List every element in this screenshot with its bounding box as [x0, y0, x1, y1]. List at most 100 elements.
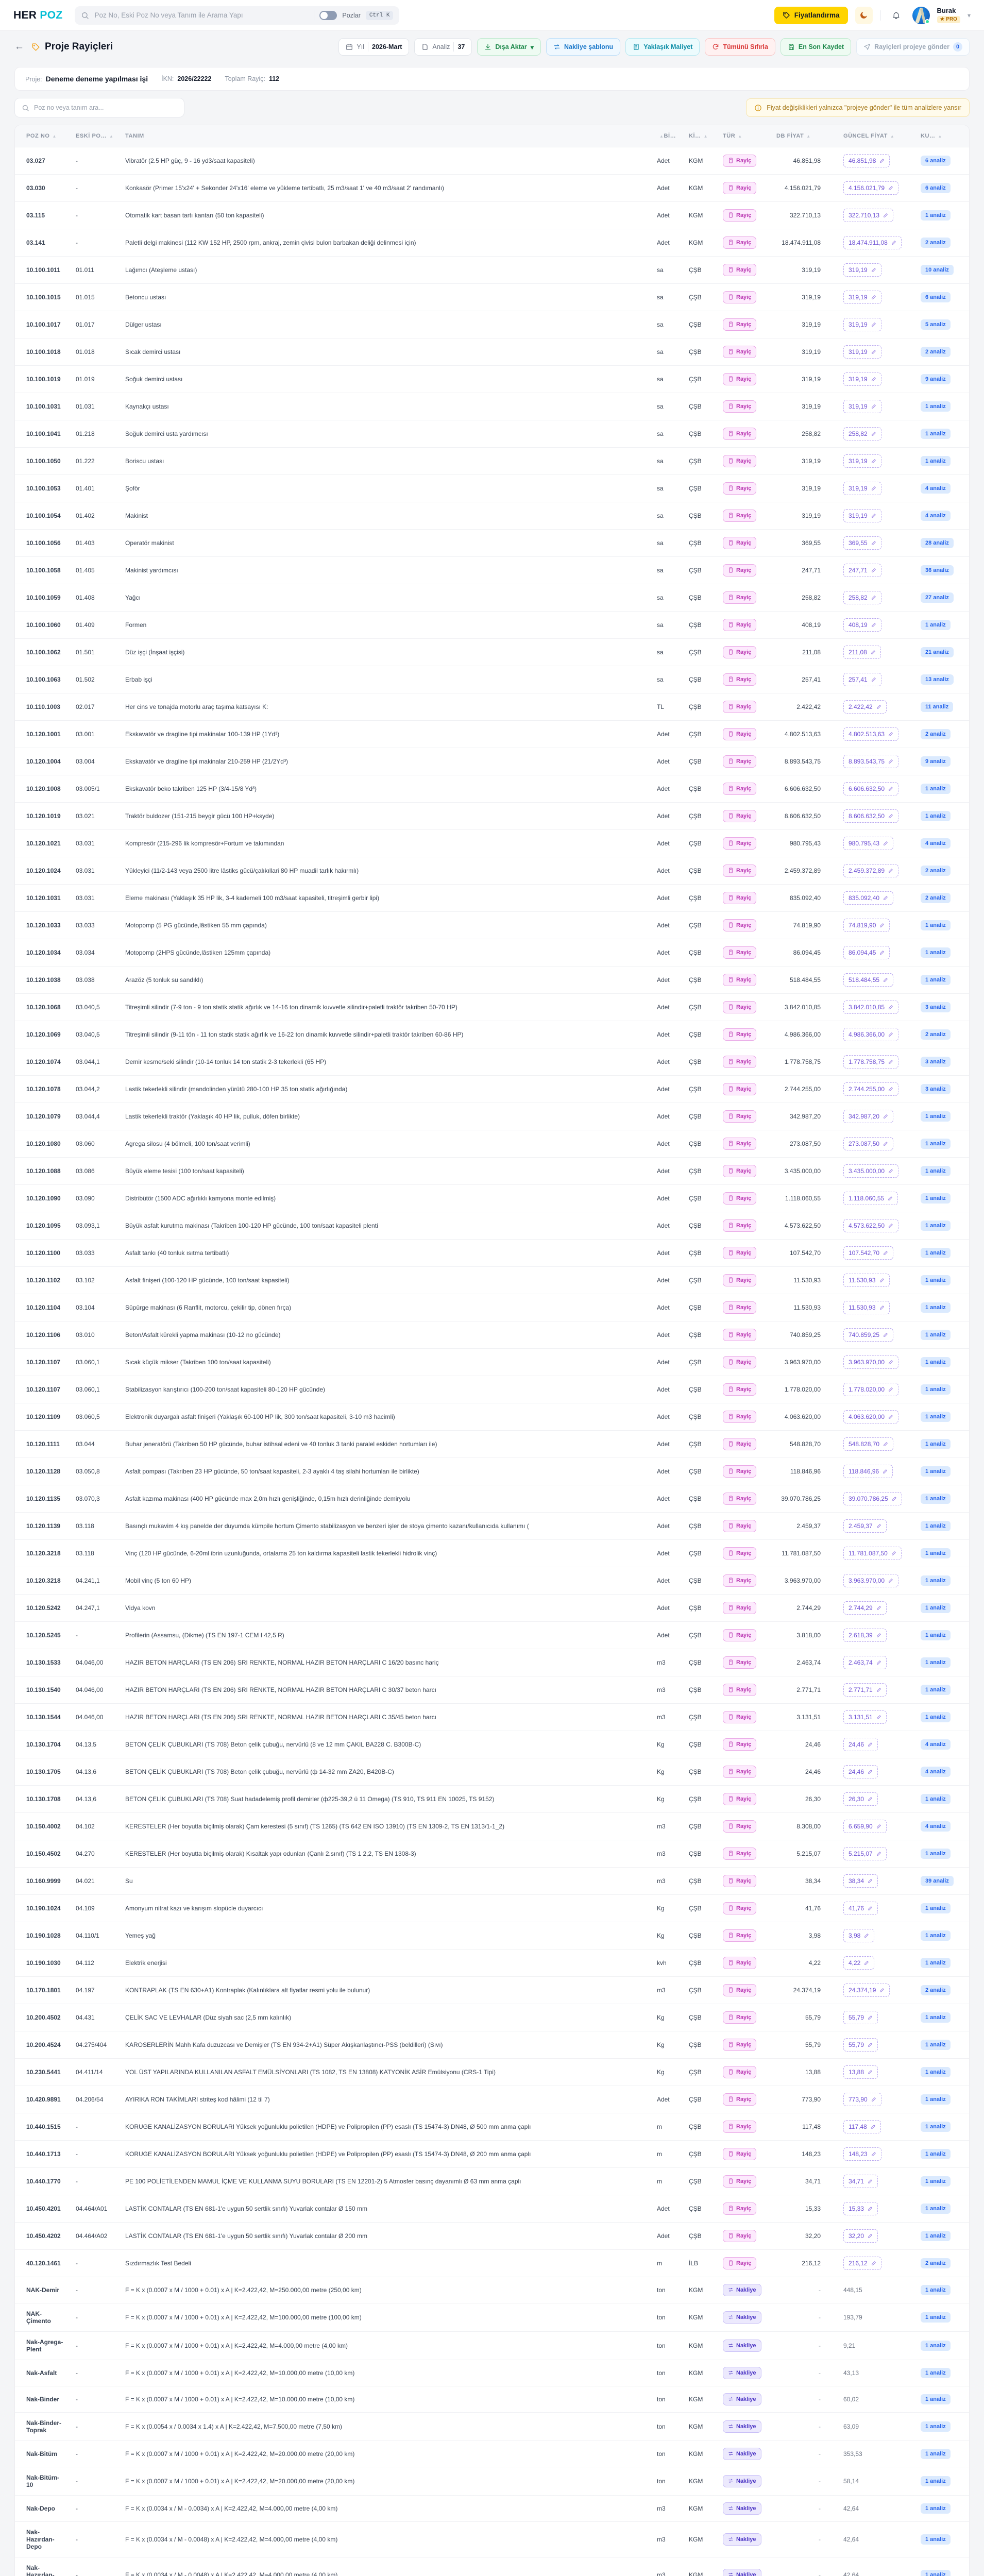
- send-to-project-button[interactable]: Rayiçleri projeye gönder 0: [856, 38, 970, 56]
- cell-poz-no[interactable]: 10.120.1069: [15, 1021, 71, 1048]
- cell-kullanim[interactable]: 1 analiz: [915, 2058, 969, 2086]
- cell-kullanim[interactable]: 1 analiz: [915, 802, 969, 830]
- table-row[interactable]: 10.120.1107 03.060,1 Stabilizasyon karıştı…: [15, 1376, 969, 1403]
- cell-tur[interactable]: Rayiç: [718, 1048, 771, 1076]
- table-row[interactable]: 10.200.4524 04.275/404 KAROSERLERİN Mahh K…: [15, 2031, 969, 2059]
- cell-guncel-fiyat[interactable]: 118.846,96: [838, 1458, 915, 1485]
- cell-kullanim[interactable]: 1 analiz: [915, 1157, 969, 1185]
- analiz-count-badge[interactable]: 2 analiz: [921, 1029, 951, 1040]
- cell-poz-no[interactable]: 10.100.1041: [15, 420, 71, 448]
- table-row[interactable]: 10.190.1028 04.110/1 Yemeş yağ Kg ÇŞB Rayiç 3,…: [15, 1922, 969, 1950]
- cell-kullanim[interactable]: 6 analiz: [915, 174, 969, 202]
- cell-kullanim[interactable]: 1 analiz: [915, 1239, 969, 1267]
- cell-kullanim[interactable]: 1 analiz: [915, 1840, 969, 1868]
- guncel-fiyat-editor[interactable]: 257,41: [843, 672, 881, 686]
- column-header-kullanim[interactable]: KU… ▲: [915, 125, 969, 147]
- cell-guncel-fiyat[interactable]: 980.795,43: [838, 829, 915, 857]
- analiz-count-badge[interactable]: 9 analiz: [921, 756, 951, 767]
- cell-poz-no[interactable]: 10.150.4002: [15, 1812, 71, 1840]
- tur-badge[interactable]: Rayiç: [723, 2175, 757, 2188]
- table-row[interactable]: 10.120.1019 03.021 Traktör buldozer (151-2…: [15, 802, 969, 830]
- analiz-count-badge[interactable]: 28 analiz: [921, 537, 954, 548]
- table-row[interactable]: 10.100.1011 01.011 Lağımcı (Ateşleme ustas…: [15, 256, 969, 284]
- guncel-fiyat-editor[interactable]: 107.542,70: [843, 1246, 894, 1260]
- analiz-count-badge[interactable]: 4 analiz: [921, 510, 951, 521]
- tur-badge[interactable]: Rayiç: [723, 973, 757, 986]
- guncel-fiyat-editor[interactable]: 319,19: [843, 509, 881, 522]
- tur-badge[interactable]: Rayiç: [723, 1629, 757, 1641]
- tur-badge[interactable]: Rayiç: [723, 1410, 757, 1423]
- cell-kullanim[interactable]: 1 analiz: [915, 1567, 969, 1595]
- cell-kullanim[interactable]: 11 analiz: [915, 693, 969, 721]
- cell-poz-no[interactable]: 10.120.1024: [15, 857, 71, 885]
- cell-tur[interactable]: Rayiç: [718, 1239, 771, 1267]
- cell-kullanim[interactable]: 13 analiz: [915, 666, 969, 693]
- analiz-count-badge[interactable]: 1 analiz: [921, 810, 951, 821]
- cell-poz-no[interactable]: 10.120.1106: [15, 1321, 71, 1349]
- analiz-count-badge[interactable]: 1 analiz: [921, 1438, 951, 1449]
- cell-guncel-fiyat[interactable]: 42,64: [838, 2521, 915, 2557]
- guncel-fiyat-editor[interactable]: 15,33: [843, 2201, 878, 2215]
- tur-badge[interactable]: Rayiç: [723, 454, 757, 467]
- tur-badge[interactable]: Rayiç: [723, 1738, 757, 1751]
- table-row[interactable]: 10.100.1050 01.222 Boriscu ustası sa ÇŞB Rayi…: [15, 447, 969, 475]
- cell-kullanim[interactable]: 1 analiz: [915, 447, 969, 475]
- cell-tur[interactable]: Rayiç: [718, 1785, 771, 1813]
- analiz-count-badge[interactable]: 1 analiz: [921, 947, 951, 958]
- cell-kullanim[interactable]: 2 analiz: [915, 338, 969, 366]
- cell-tur[interactable]: Nakliye: [718, 2495, 771, 2522]
- cell-poz-no[interactable]: Nak-Bitüm: [15, 2441, 71, 2467]
- tur-badge[interactable]: Rayiç: [723, 291, 757, 303]
- table-row[interactable]: Nak-Bitüm - F = K x (0.0007 x M / 1000 + 0…: [15, 2441, 969, 2467]
- cell-guncel-fiyat[interactable]: 117,48: [838, 2113, 915, 2141]
- table-row[interactable]: 10.440.1713- KORUGE KANALİZASYON BORULARI…: [15, 2140, 969, 2168]
- cell-poz-no[interactable]: 10.120.1021: [15, 829, 71, 857]
- cell-poz-no[interactable]: 10.170.1801: [15, 1976, 71, 2004]
- table-row[interactable]: 10.160.9999 04.021 Su m3 ÇŞB Rayiç 38,34 38,34 …: [15, 1867, 969, 1895]
- cell-kullanim[interactable]: 2 analiz: [915, 720, 969, 748]
- analiz-count-badge[interactable]: 1 analiz: [921, 1138, 951, 1149]
- cell-kullanim[interactable]: 1 analiz: [915, 2412, 969, 2441]
- analiz-count-badge[interactable]: 4 analiz: [921, 1766, 951, 1777]
- table-row[interactable]: 10.120.1104 03.104 Süpürge makinası (6 Ran…: [15, 1294, 969, 1321]
- cell-guncel-fiyat[interactable]: 773,90: [838, 2086, 915, 2113]
- guncel-fiyat-editor[interactable]: 38,34: [843, 1874, 878, 1888]
- cell-kullanim[interactable]: 1 analiz: [915, 1130, 969, 1158]
- cell-guncel-fiyat[interactable]: 9,21: [838, 2331, 915, 2360]
- table-row[interactable]: 10.120.1088 03.086 Büyük eleme tesisi (100…: [15, 1157, 969, 1185]
- cell-poz-no[interactable]: 10.120.1102: [15, 1266, 71, 1294]
- cell-guncel-fiyat[interactable]: 3.842.010,85: [838, 993, 915, 1021]
- cell-poz-no[interactable]: 10.100.1011: [15, 256, 71, 284]
- table-row[interactable]: 10.100.1059 01.408 Yağcı sa ÇŞB Rayiç 258,82 25…: [15, 584, 969, 612]
- cell-guncel-fiyat[interactable]: 60,02: [838, 2386, 915, 2413]
- cell-tur[interactable]: Rayiç: [718, 1649, 771, 1676]
- cell-kullanim[interactable]: 1 analiz: [915, 2031, 969, 2059]
- guncel-fiyat-editor[interactable]: 11.530,93: [843, 1300, 890, 1314]
- table-row[interactable]: 10.120.1090 03.090 Distribütör (1500 ADC a…: [15, 1184, 969, 1212]
- cell-tur[interactable]: Rayiç: [718, 857, 771, 885]
- tur-badge[interactable]: Rayiç: [723, 154, 757, 167]
- cell-tur[interactable]: Rayiç: [718, 993, 771, 1021]
- cell-tur[interactable]: Rayiç: [718, 1485, 771, 1513]
- cell-kullanim[interactable]: 4 analiz: [915, 1731, 969, 1758]
- cell-poz-no[interactable]: 10.120.5245: [15, 1621, 71, 1649]
- cell-poz-no[interactable]: 10.120.3218: [15, 1539, 71, 1567]
- guncel-fiyat-editor[interactable]: 369,55: [843, 536, 881, 550]
- user-menu[interactable]: Burak ★ PRO: [937, 7, 960, 23]
- cell-guncel-fiyat[interactable]: 258,82: [838, 420, 915, 448]
- table-row[interactable]: 10.170.1801 04.197 KONTRAPLAK (TS EN 630+A…: [15, 1976, 969, 2004]
- guncel-fiyat-editor[interactable]: 4.573.622,50: [843, 1218, 899, 1232]
- table-row[interactable]: 03.027- Vibratör (2.5 HP güç, 9 - 16 yd3/…: [15, 147, 969, 175]
- tur-badge[interactable]: Rayiç: [723, 1492, 757, 1505]
- cell-tur[interactable]: Rayiç: [718, 1539, 771, 1567]
- guncel-fiyat-editor[interactable]: 211,08: [843, 645, 881, 659]
- cell-poz-no[interactable]: 10.100.1053: [15, 474, 71, 502]
- cell-guncel-fiyat[interactable]: 42,64: [838, 2495, 915, 2522]
- table-row[interactable]: Nak-Bitüm-10- F = K x (0.0007 x M / 1000 …: [15, 2467, 969, 2496]
- cell-poz-no[interactable]: Nak-Hazırdan-Depo: [15, 2521, 71, 2557]
- tur-badge[interactable]: Rayiç: [723, 673, 757, 686]
- tur-badge[interactable]: Rayiç: [723, 1192, 757, 1205]
- cell-kullanim[interactable]: 1 analiz: [915, 911, 969, 939]
- cell-poz-no[interactable]: 10.120.5242: [15, 1594, 71, 1622]
- cell-tur[interactable]: Rayiç: [718, 256, 771, 284]
